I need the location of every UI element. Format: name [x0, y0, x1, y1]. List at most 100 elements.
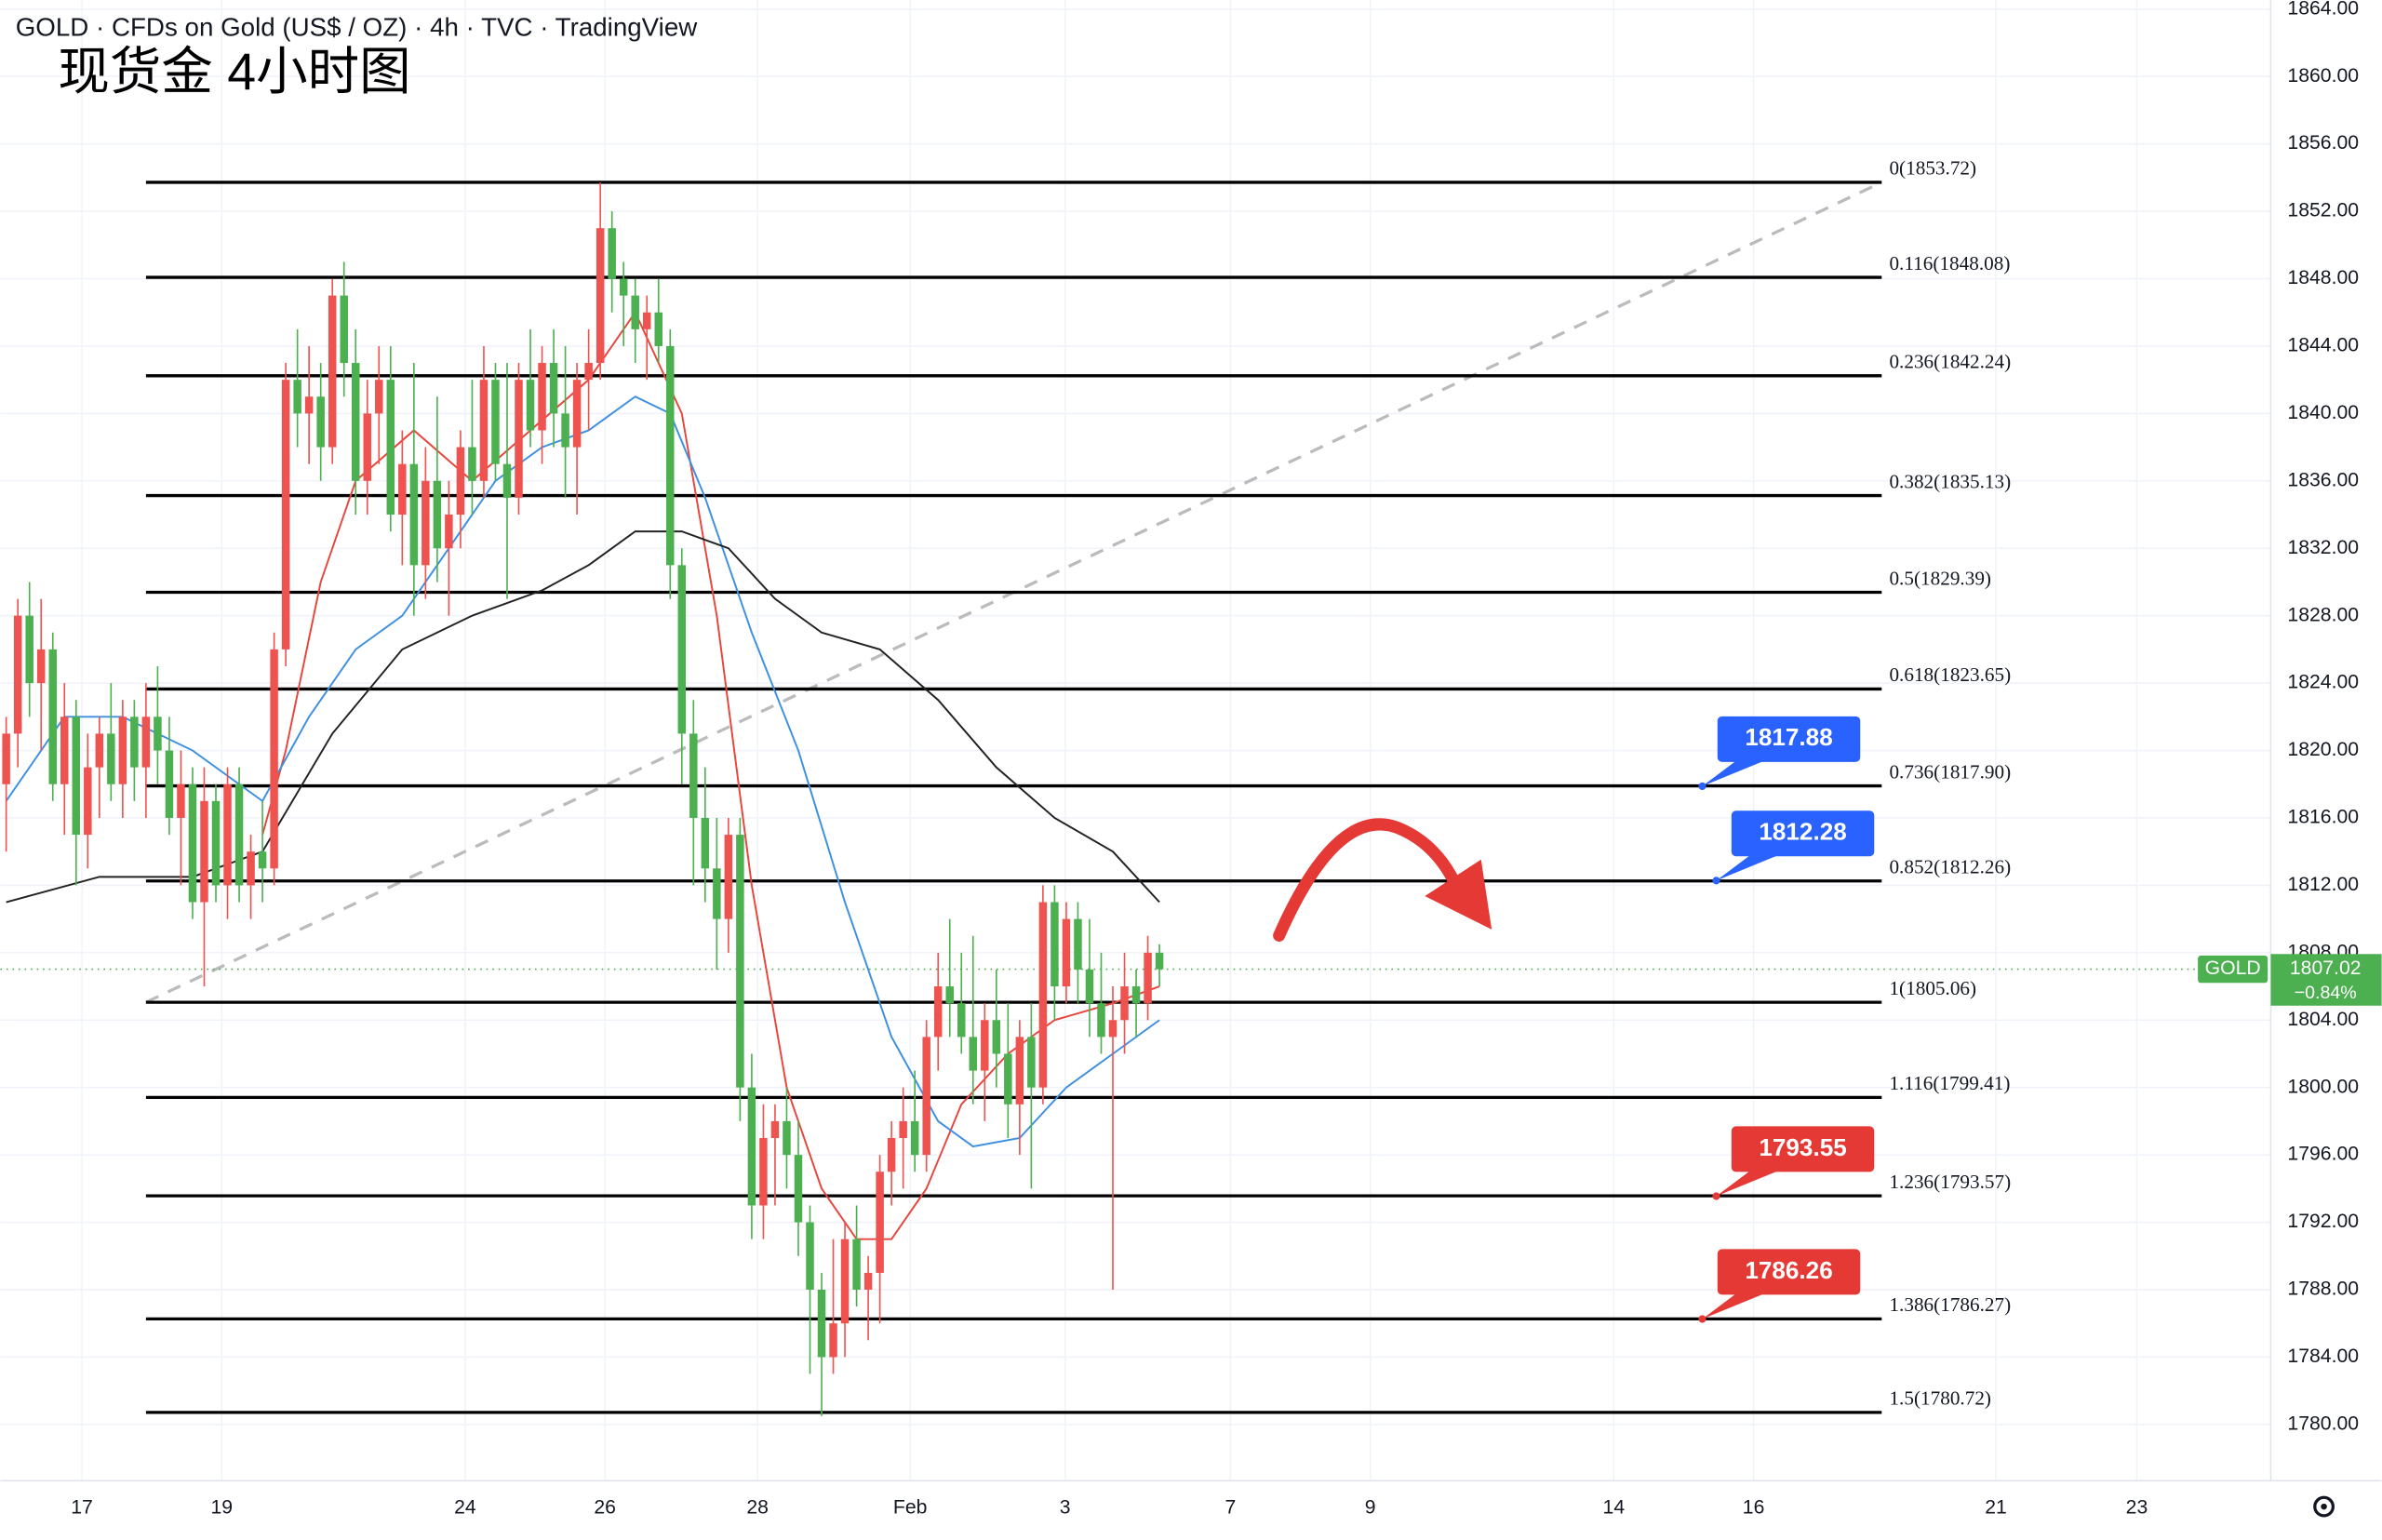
callout-tail — [1716, 852, 1784, 881]
candle-body — [468, 447, 476, 481]
candle-body — [1097, 1003, 1105, 1038]
candle-body — [945, 986, 954, 1004]
candle-body — [328, 295, 337, 448]
y-tick-label: 1864.00 — [2287, 0, 2359, 19]
candle-body — [887, 1138, 896, 1172]
candle-body — [165, 750, 174, 818]
candle-body — [981, 1020, 989, 1071]
candle-body — [234, 783, 244, 886]
fib-label: 1(1805.06) — [1889, 977, 1976, 999]
y-tick-label: 1828.00 — [2287, 604, 2359, 625]
candle-body — [783, 1120, 791, 1156]
candle-body — [258, 851, 267, 869]
forecast-arrowhead — [1425, 859, 1492, 930]
callout-tail — [1702, 758, 1770, 786]
y-tick-label: 1812.00 — [2287, 874, 2359, 895]
candle-body — [817, 1289, 826, 1358]
candle-body — [713, 868, 721, 919]
candle-body — [270, 649, 278, 869]
y-tick-label: 1840.00 — [2287, 402, 2359, 423]
candle-body — [747, 1087, 756, 1206]
price-tag — [2270, 954, 2382, 1006]
candle-body — [130, 716, 139, 768]
candle-body — [840, 1239, 850, 1324]
fib-label: 1.5(1780.72) — [1889, 1387, 1991, 1410]
candle-body — [48, 649, 57, 784]
callout-label: 1786.26 — [1745, 1256, 1832, 1284]
y-tick-label: 1832.00 — [2287, 537, 2359, 558]
candle-body — [910, 1120, 919, 1156]
candle-body — [304, 396, 314, 414]
x-tick-label: 9 — [1365, 1496, 1376, 1518]
fib-label: 1.236(1793.57) — [1889, 1171, 2011, 1193]
candle-body — [1004, 1053, 1012, 1105]
candle-body — [456, 447, 465, 516]
candle-body — [433, 480, 442, 549]
candle-body — [293, 380, 301, 414]
settings-icon[interactable] — [2313, 1495, 2335, 1518]
callout-label: 1817.88 — [1745, 723, 1832, 751]
x-tick-label: 16 — [1743, 1496, 1765, 1518]
candle-body — [1027, 1037, 1036, 1088]
candle-body — [654, 312, 662, 346]
y-tick-label: 1792.00 — [2287, 1211, 2359, 1232]
candle-body — [1085, 969, 1094, 1004]
candle-body — [876, 1172, 884, 1273]
candle-body — [933, 986, 943, 1038]
callout-anchor — [1698, 1315, 1706, 1323]
candle-body — [72, 716, 81, 836]
callout-label: 1812.28 — [1759, 818, 1846, 846]
y-tick-label: 1804.00 — [2287, 1009, 2359, 1030]
x-tick-label: 21 — [1985, 1496, 2007, 1518]
candle-body — [340, 295, 348, 364]
callout-tail — [1702, 1292, 1770, 1319]
y-tick-label: 1824.00 — [2287, 672, 2359, 693]
candle-body — [1074, 918, 1082, 970]
y-tick-label: 1852.00 — [2287, 200, 2359, 221]
symbol-tag — [2198, 955, 2268, 984]
callout-anchor — [1698, 782, 1706, 791]
candle-body — [502, 463, 512, 498]
candle-body — [957, 1003, 966, 1038]
candle-body — [1131, 986, 1141, 1004]
candle-body — [479, 380, 488, 481]
y-tick-label: 1788.00 — [2287, 1279, 2359, 1300]
candle-body — [177, 783, 185, 818]
candle-body — [445, 515, 453, 549]
fib-label: 0.736(1817.90) — [1889, 760, 2011, 783]
candle-body — [1038, 902, 1048, 1088]
candle-body — [1062, 918, 1071, 987]
candle-body — [154, 716, 162, 751]
price-tag-change: −0.84% — [2295, 983, 2357, 1003]
candle-body — [60, 716, 69, 784]
callout-box — [1731, 1126, 1875, 1172]
price-tag-value: 1807.02 — [2290, 957, 2362, 979]
candle-body — [118, 716, 127, 784]
candle-body — [247, 851, 255, 886]
callout-label: 1793.55 — [1759, 1133, 1846, 1161]
x-tick-label: 28 — [746, 1496, 769, 1518]
x-tick-label: 26 — [594, 1496, 616, 1518]
candle-body — [701, 817, 710, 869]
x-tick-label: 17 — [71, 1496, 93, 1518]
candle-body — [829, 1323, 837, 1358]
candle-body — [515, 380, 523, 498]
y-tick-label: 1856.00 — [2287, 132, 2359, 154]
callout-anchor — [1712, 1192, 1720, 1200]
candle-body — [526, 380, 535, 431]
candle-body — [13, 615, 22, 734]
candle-body — [1155, 952, 1164, 970]
candle-body — [200, 800, 208, 903]
y-tick-label: 1820.00 — [2287, 739, 2359, 760]
candle-body — [141, 716, 151, 768]
callout-box — [1717, 1249, 1861, 1295]
y-tick-label: 1860.00 — [2287, 65, 2359, 87]
candle-body — [25, 615, 33, 684]
candle-body — [188, 783, 197, 903]
candle-body — [619, 278, 628, 296]
candle-body — [281, 380, 290, 649]
candle-body — [631, 295, 639, 329]
candle-body — [806, 1222, 814, 1290]
